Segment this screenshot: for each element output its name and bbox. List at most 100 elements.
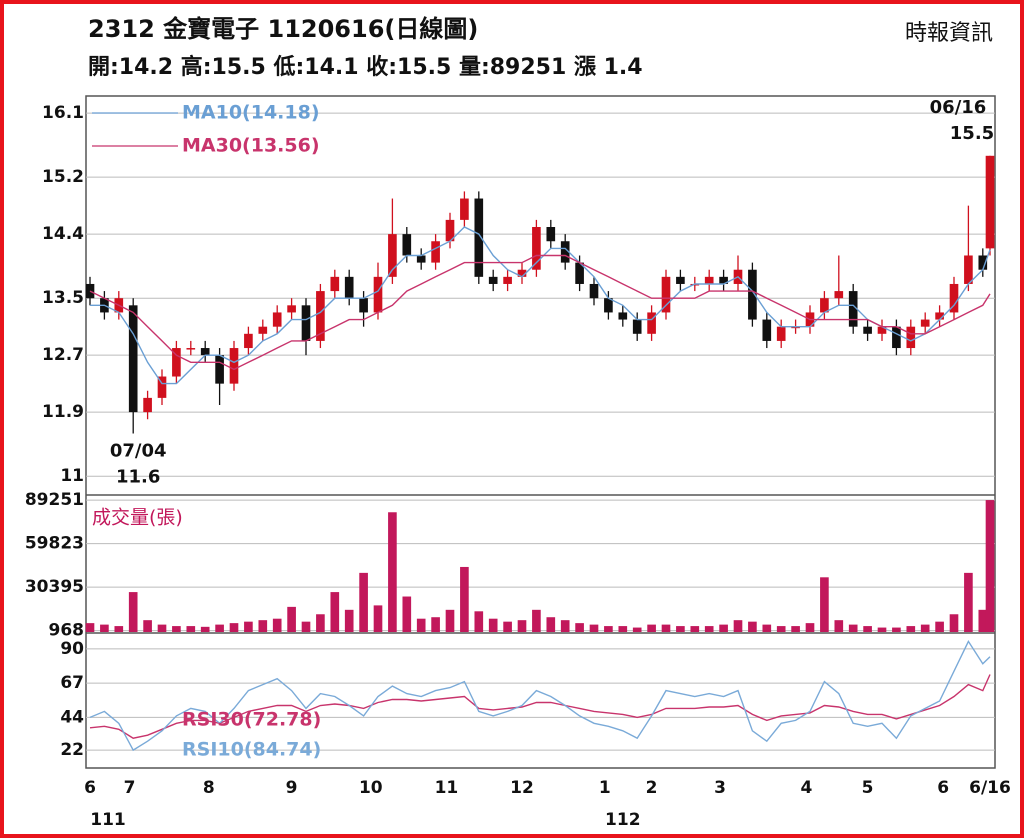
y-tick-label: 30395 (25, 577, 84, 597)
candle-body (719, 276, 728, 284)
candle-body (157, 376, 167, 398)
candle-body (661, 276, 671, 313)
candle-body (258, 326, 268, 334)
year-label: 112 (605, 810, 641, 830)
candle-body (402, 234, 412, 256)
y-tick-label: 22 (60, 740, 84, 760)
x-tick-label: 6/16 (969, 778, 1011, 798)
volume-bar (964, 572, 973, 632)
volume-bar (985, 500, 995, 632)
volume-bar (920, 624, 930, 632)
candle-body (964, 255, 973, 284)
candle-body (172, 348, 181, 377)
volume-bar (344, 609, 354, 632)
y-tick-label: 67 (60, 673, 84, 693)
volume-bar (618, 626, 628, 632)
candle-body (344, 276, 354, 299)
line (89, 639, 991, 752)
legend-label: RSI10(84.74) (182, 739, 321, 761)
volume-bar (719, 624, 728, 632)
volume-bar (949, 614, 959, 632)
candle-body (546, 227, 556, 242)
y-tick-label: 16.1 (42, 103, 84, 123)
volume-bar (301, 621, 311, 632)
volume-bar (460, 566, 469, 632)
volume-bar (690, 626, 700, 632)
x-tick-label: 9 (286, 778, 298, 798)
volume-bar (287, 606, 296, 632)
candle-body (86, 283, 95, 299)
volume-bar (143, 620, 152, 632)
legend-label: MA10(14.18) (182, 102, 320, 124)
candle-body (316, 291, 325, 341)
volume-bar (517, 620, 527, 632)
candle-body (474, 198, 484, 277)
volume-bar (244, 621, 253, 632)
candle-body (748, 269, 757, 320)
candle-body (949, 283, 959, 313)
candle-body (906, 326, 916, 349)
volume-bar (748, 621, 757, 632)
candle-body (388, 234, 397, 277)
year-label: 111 (90, 810, 126, 830)
x-tick-label: 3 (714, 778, 726, 798)
panel (86, 639, 995, 752)
volume-bar (359, 572, 368, 632)
volume-bar (604, 626, 613, 632)
y-tick-label: 968 (49, 621, 85, 641)
volume-bar (186, 626, 196, 632)
candle-body (359, 298, 368, 313)
candle-body (575, 262, 584, 284)
volume-bar (820, 577, 829, 632)
candle-body (215, 355, 224, 384)
candle-body (647, 312, 656, 334)
candle-body (820, 298, 829, 313)
candle-body (834, 291, 844, 299)
volume-bar (661, 624, 671, 632)
panel: 07/04 11.6 06/16 15.5 (86, 97, 995, 487)
volume-bar (575, 623, 584, 632)
x-tick-label: 5 (862, 778, 874, 798)
volume-bar (100, 624, 109, 632)
volume-bar (114, 626, 124, 632)
y-tick-label: 44 (60, 707, 84, 727)
candle-body (229, 348, 239, 384)
volume-bar (892, 627, 901, 632)
x-tick-label: 6 (84, 778, 96, 798)
candle-body (200, 348, 210, 356)
volume-bar (632, 627, 642, 632)
volume-bar (676, 626, 685, 632)
x-tick-label: 4 (800, 778, 812, 798)
candle-body (460, 198, 469, 220)
y-tick-label: 15.2 (42, 167, 84, 187)
candle-body (532, 227, 541, 270)
volume-bar (935, 621, 944, 632)
legend-label: 成交量(張) (92, 507, 183, 529)
candle-body (560, 241, 570, 263)
volume-bar (805, 623, 815, 632)
candle-body (488, 276, 498, 284)
candle-body (503, 276, 512, 284)
volume-bar (316, 614, 325, 632)
volume-bar (85, 623, 95, 632)
annotation-date: 07/04 (110, 440, 167, 461)
candle-body (416, 255, 426, 263)
x-tick-label: 8 (203, 778, 215, 798)
candle-body (676, 276, 685, 284)
candle-body (330, 276, 340, 292)
candle-body (632, 319, 642, 334)
panel (85, 499, 995, 632)
plot-frame (85, 95, 996, 769)
candle-body (186, 348, 196, 350)
y-tick-label: 12.7 (42, 345, 84, 365)
y-tick-label: 89251 (25, 490, 84, 510)
candle-body (128, 305, 138, 413)
volume-bar (272, 618, 282, 632)
volume-bar (877, 627, 887, 632)
volume-bar (200, 626, 210, 632)
volume-bar (733, 620, 743, 632)
candle-body (877, 326, 887, 334)
volume-bar (978, 609, 988, 632)
volume-bar (560, 620, 570, 632)
